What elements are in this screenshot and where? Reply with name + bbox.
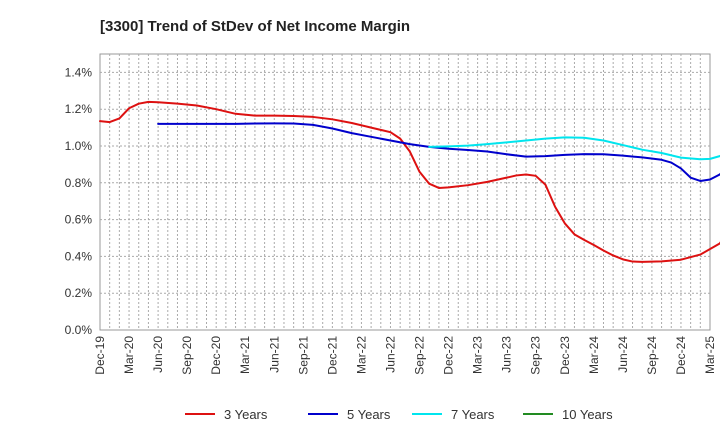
legend-label: 10 Years: [562, 407, 613, 422]
x-tick-label: Mar-25: [703, 336, 717, 374]
series-line-3: [428, 136, 720, 161]
y-tick-label: 0.6%: [65, 213, 93, 227]
x-tick-label: Dec-21: [325, 336, 339, 375]
x-tick-label: Dec-23: [558, 336, 572, 375]
chart-title: [3300] Trend of StDev of Net Income Marg…: [100, 18, 410, 35]
x-tick-label: Sep-23: [529, 336, 543, 375]
x-tick-label: Sep-21: [296, 336, 310, 375]
x-tick-label: Sep-22: [413, 336, 427, 375]
x-tick-label: Dec-19: [93, 336, 107, 375]
x-tick-label: Jun-23: [500, 336, 514, 373]
y-tick-label: 1.2%: [65, 102, 93, 116]
y-tick-label: 1.4%: [65, 65, 93, 79]
y-tick-label: 1.0%: [65, 139, 93, 153]
x-tick-label: Jun-21: [267, 336, 281, 373]
plot-area: [99, 53, 711, 331]
x-tick-label: Dec-20: [209, 336, 223, 375]
y-tick-label: 0.8%: [65, 176, 93, 190]
y-axis-ticks: 0.0% 0.2% 0.4% 0.6% 0.8% 1.0% 1.2% 1.4%: [65, 65, 93, 337]
x-axis-ticks: Dec-19 Mar-20 Jun-20 Sep-20 Dec-20 Mar-21 Jun-…: [93, 336, 717, 375]
x-tick-label: Jun-22: [383, 336, 397, 373]
x-tick-label: Dec-22: [442, 336, 456, 375]
y-tick-label: 0.4%: [65, 249, 93, 263]
x-tick-label: Mar-20: [122, 336, 136, 374]
grid-lines: [100, 54, 710, 330]
x-tick-label: Jun-24: [616, 336, 630, 373]
x-tick-label: Dec-24: [674, 336, 688, 375]
x-tick-label: Mar-21: [238, 336, 252, 374]
series-line-2: [157, 122, 720, 182]
y-tick-label: 0.2%: [65, 286, 93, 300]
x-tick-label: Mar-22: [354, 336, 368, 374]
x-tick-label: Mar-24: [587, 336, 601, 374]
legend-label: 5 Years: [347, 407, 391, 422]
x-tick-label: Mar-23: [471, 336, 485, 374]
x-tick-label: Sep-20: [180, 336, 194, 375]
x-tick-label: Jun-20: [151, 336, 165, 373]
x-tick-label: Sep-24: [645, 336, 659, 375]
legend: 3 Years 5 Years 7 Years 10 Years: [185, 407, 613, 422]
series-line-1: [99, 100, 720, 263]
series-lines: [99, 100, 720, 263]
y-tick-label: 0.0%: [65, 323, 93, 337]
legend-label: 3 Years: [224, 407, 268, 422]
legend-label: 7 Years: [451, 407, 495, 422]
